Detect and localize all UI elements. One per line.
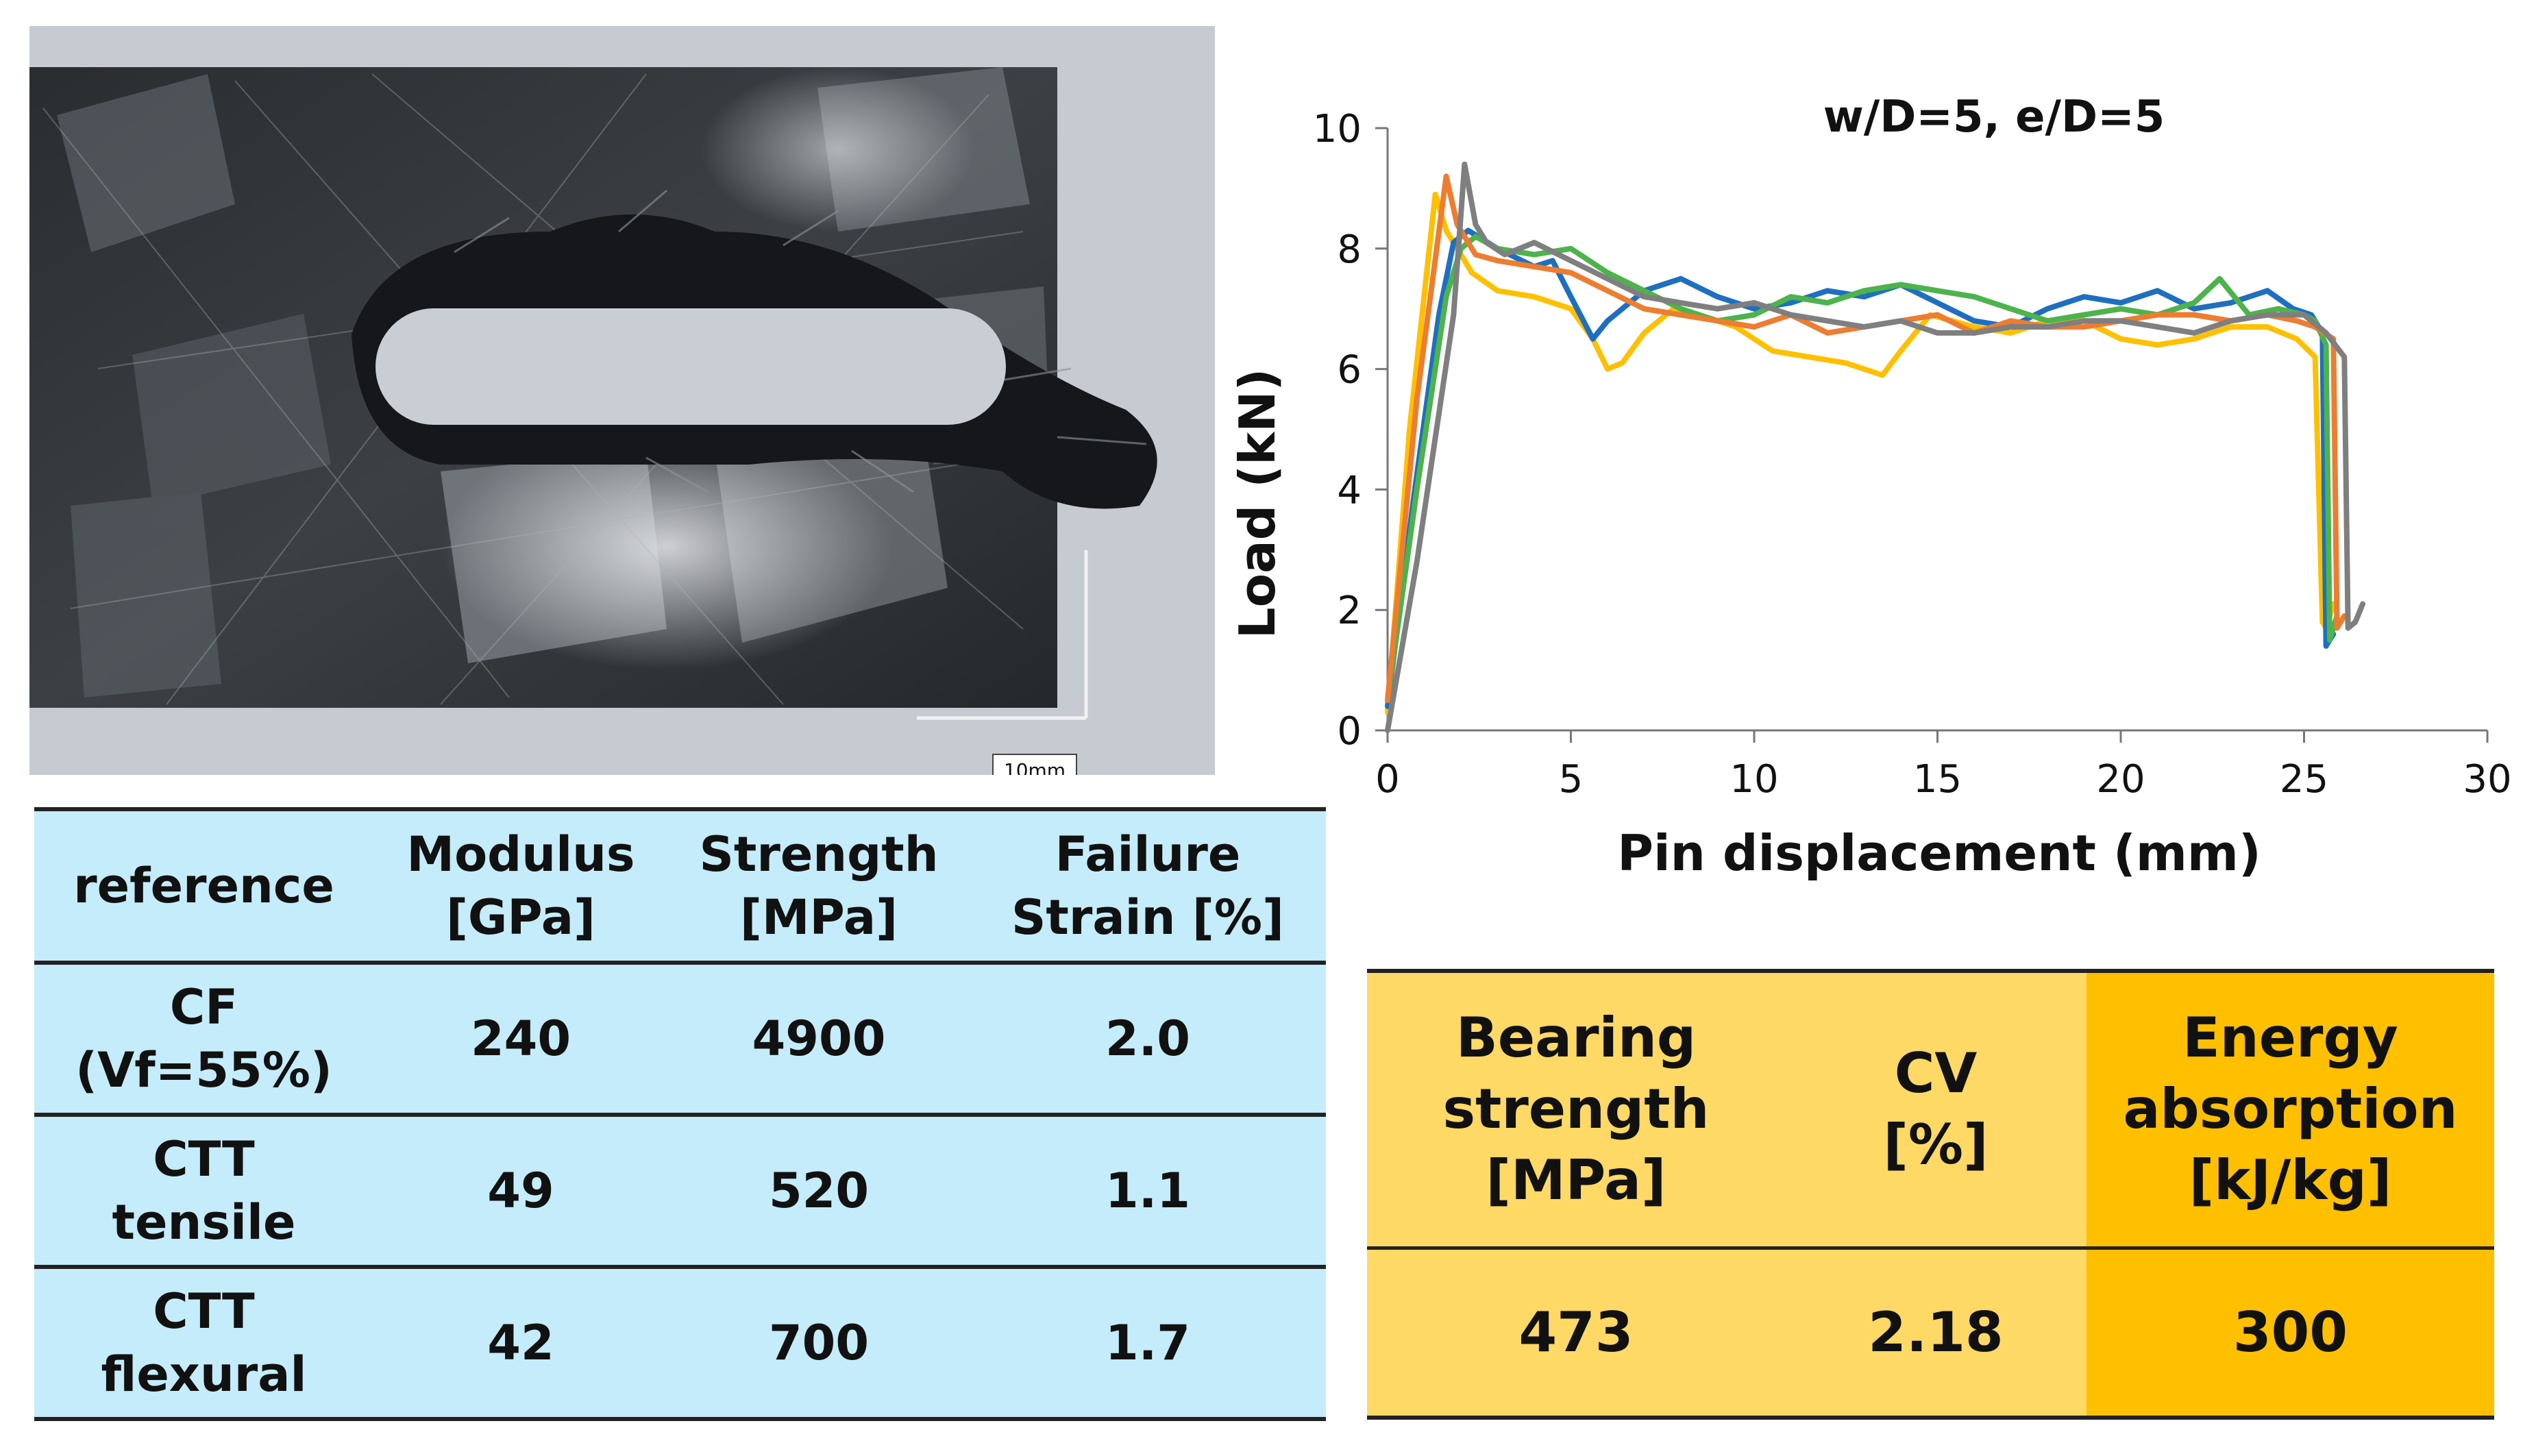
cell-line: flexural bbox=[101, 1346, 306, 1403]
header-line: [MPa] bbox=[1486, 1148, 1666, 1212]
series-line-specimen-yellow bbox=[1388, 195, 2333, 713]
cell-line: CTT bbox=[153, 1131, 254, 1187]
header-line: [MPa] bbox=[740, 889, 898, 946]
specimen-photo-graphic bbox=[29, 26, 1215, 775]
table-header-row: Bearing strength [MPa] CV [%] Energy abs… bbox=[1367, 971, 2494, 1248]
x-tick-label: 0 bbox=[1375, 757, 1400, 802]
x-tick-label: 20 bbox=[2096, 757, 2145, 802]
y-axis-label: Load (kN) bbox=[1229, 369, 1286, 639]
chart-series bbox=[1388, 164, 2363, 730]
header-line: [kJ/kg] bbox=[2189, 1148, 2392, 1212]
cell-line: tensile bbox=[112, 1194, 296, 1250]
header-failure-strain: Failure Strain [%] bbox=[970, 809, 1326, 963]
header-line: Failure bbox=[1055, 826, 1241, 883]
header-energy-absorption: Energy absorption [kJ/kg] bbox=[2086, 971, 2494, 1248]
cell-reference: CF (Vf=55%) bbox=[34, 963, 373, 1115]
table-row: 473 2.18 300 bbox=[1367, 1248, 2494, 1418]
y-tick-label: 6 bbox=[1337, 348, 1362, 393]
header-strength: Strength [MPa] bbox=[668, 809, 970, 963]
cell-line: CTT bbox=[153, 1283, 254, 1340]
header-cv: CV [%] bbox=[1785, 971, 2086, 1248]
scale-bar-label: 10mm bbox=[992, 754, 1077, 775]
chart-title: w/D=5, e/D=5 bbox=[1823, 92, 2165, 143]
header-line: CV bbox=[1895, 1041, 1978, 1105]
cell-modulus: 240 bbox=[373, 963, 668, 1115]
table-row: CF (Vf=55%) 240 4900 2.0 bbox=[34, 963, 1326, 1115]
y-tick-label: 2 bbox=[1337, 589, 1362, 633]
x-tick-label: 25 bbox=[2280, 757, 2328, 802]
header-bearing-strength: Bearing strength [MPa] bbox=[1367, 971, 1785, 1248]
cell-strain: 1.1 bbox=[970, 1115, 1326, 1267]
header-line: Strain [%] bbox=[1011, 889, 1284, 946]
header-reference: reference bbox=[34, 809, 373, 963]
y-tick-label: 10 bbox=[1313, 107, 1362, 151]
header-line: absorption bbox=[2123, 1077, 2457, 1141]
x-tick-label: 10 bbox=[1729, 757, 1778, 802]
cell-bearing-strength: 473 bbox=[1367, 1248, 1785, 1418]
cell-reference: CTT flexural bbox=[34, 1267, 373, 1419]
cell-energy-absorption: 300 bbox=[2086, 1248, 2494, 1418]
cell-line: (Vf=55%) bbox=[75, 1042, 332, 1098]
y-tick-label: 0 bbox=[1337, 709, 1362, 754]
table-row: CTT flexural 42 700 1.7 bbox=[34, 1267, 1326, 1419]
header-modulus: Modulus [GPa] bbox=[373, 809, 668, 963]
y-tick-label: 8 bbox=[1337, 227, 1362, 272]
header-line: Energy bbox=[2182, 1006, 2398, 1070]
header-line: Strength bbox=[699, 826, 938, 883]
header-line: Modulus bbox=[406, 826, 635, 883]
chart-canvas: w/D=5, e/D=5 0 2 4 6 8 10 0 5 10 15 20 25 30 Pin dis… bbox=[1227, 82, 2536, 904]
cell-strain: 1.7 bbox=[970, 1267, 1326, 1419]
cell-line: CF bbox=[170, 979, 238, 1035]
header-line: [GPa] bbox=[446, 889, 595, 946]
specimen-photo: 10mm bbox=[29, 26, 1215, 775]
cell-reference: CTT tensile bbox=[34, 1115, 373, 1267]
load-displacement-chart: w/D=5, e/D=5 0 2 4 6 8 10 0 5 10 15 20 25 30 Pin dis… bbox=[1227, 82, 2536, 904]
x-axis-label: Pin displacement (mm) bbox=[1617, 824, 2261, 882]
header-line: [%] bbox=[1883, 1113, 1988, 1176]
cell-strain: 2.0 bbox=[970, 963, 1326, 1115]
chart-axes: 0 2 4 6 8 10 0 5 10 15 20 25 30 bbox=[1313, 107, 2512, 802]
x-tick-label: 30 bbox=[2463, 757, 2511, 802]
header-line: Bearing bbox=[1456, 1006, 1696, 1070]
cell-modulus: 42 bbox=[373, 1267, 668, 1419]
cell-strength: 4900 bbox=[668, 963, 970, 1115]
reference-properties-table: reference Modulus [GPa] Strength [MPa] F… bbox=[34, 807, 1326, 1421]
cell-cv: 2.18 bbox=[1785, 1248, 2086, 1418]
x-tick-label: 5 bbox=[1559, 757, 1584, 802]
cell-strength: 520 bbox=[668, 1115, 970, 1267]
series-line-specimen-gray bbox=[1388, 164, 2363, 730]
cell-strength: 700 bbox=[668, 1267, 970, 1419]
header-line: strength bbox=[1443, 1077, 1710, 1141]
header-line: reference bbox=[73, 858, 334, 914]
cell-modulus: 49 bbox=[373, 1115, 668, 1267]
x-tick-label: 15 bbox=[1913, 757, 1962, 802]
table-header-row: reference Modulus [GPa] Strength [MPa] F… bbox=[34, 809, 1326, 963]
bearing-results-table: Bearing strength [MPa] CV [%] Energy abs… bbox=[1367, 969, 2494, 1420]
y-tick-label: 4 bbox=[1337, 468, 1362, 513]
table-row: CTT tensile 49 520 1.1 bbox=[34, 1115, 1326, 1267]
